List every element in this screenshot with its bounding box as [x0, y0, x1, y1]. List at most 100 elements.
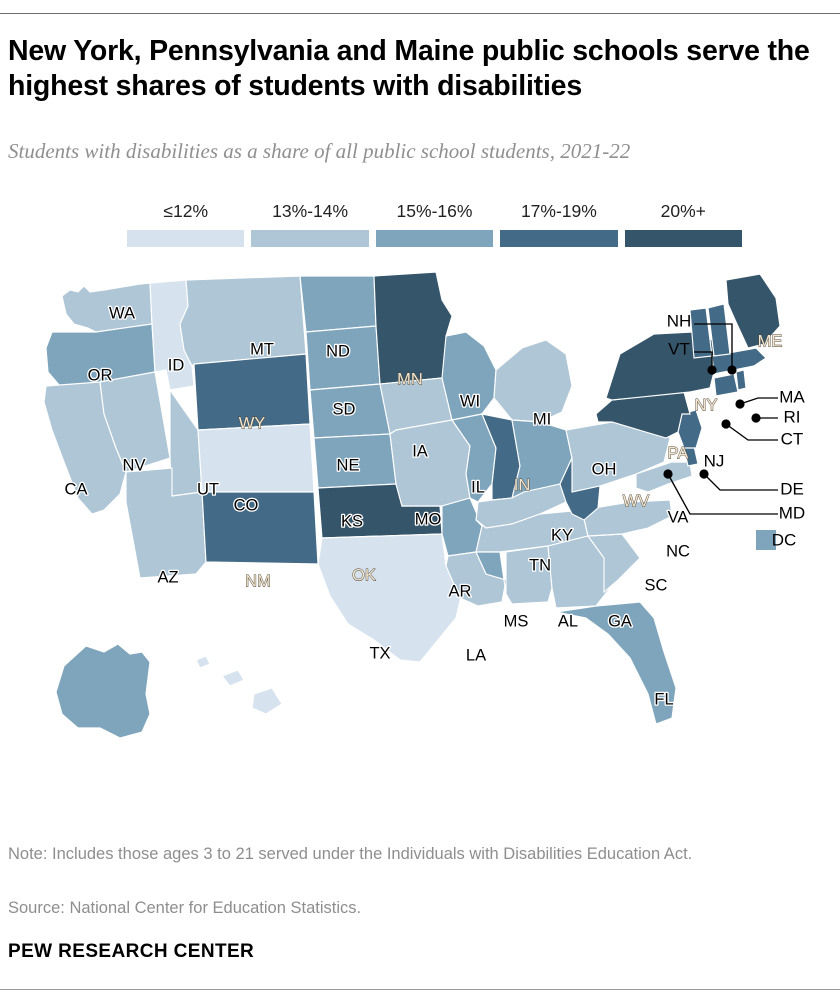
- state-label-ca: CA: [65, 480, 88, 498]
- callout-dot-vt: [707, 365, 717, 375]
- state-label-nd: ND: [326, 342, 350, 360]
- callout-dot-md: [663, 469, 673, 479]
- state-label-or: OR: [88, 366, 113, 384]
- callout-dot-ri: [751, 413, 761, 423]
- state-label-ut: UT: [197, 480, 219, 498]
- state-md[interactable]: [635, 461, 693, 493]
- page-subtitle: Students with disabilities as a share of…: [8, 139, 631, 163]
- state-label-ga: GA: [608, 612, 632, 630]
- state-nh[interactable]: [707, 303, 731, 357]
- state-mo[interactable]: [389, 419, 471, 507]
- legend-item-0: ≤12%: [127, 200, 245, 247]
- bottom-divider: [0, 989, 840, 990]
- source-text: Source: National Center for Education St…: [8, 899, 362, 917]
- legend-swatch: [500, 230, 618, 247]
- dc-legend-swatch: [756, 530, 776, 550]
- state-label-mo: MO: [415, 510, 442, 528]
- legend-label: 13%-14%: [272, 201, 349, 221]
- state-label-ar: AR: [449, 582, 472, 600]
- state-label-nm: NM: [245, 572, 271, 590]
- callout-leader-nh: [694, 323, 733, 370]
- state-label-co: CO: [234, 496, 259, 514]
- page-title: New York, Pennsylvania and Maine public …: [8, 35, 810, 103]
- legend: ≤12% 13%-14% 15%-16% 17%-19% 20%+: [0, 200, 840, 256]
- state-label-tx: TX: [369, 644, 390, 662]
- state-al[interactable]: [505, 545, 553, 605]
- state-label-az: AZ: [157, 568, 178, 586]
- state-label-me: ME: [758, 332, 783, 350]
- state-wv[interactable]: [559, 457, 601, 521]
- us-map-svg: WA OR CA NV ID MT WY UT CO AZ NM ND SD NE KS OK TX MN IA MO…: [43, 271, 805, 739]
- legend-label: 20%+: [660, 201, 706, 221]
- note-text: Note: Includes those ages 3 to 21 served…: [8, 845, 693, 863]
- callout-label-de: DE: [780, 479, 804, 498]
- state-label-mt: MT: [250, 340, 274, 358]
- brand-label: PEW RESEARCH CENTER: [8, 941, 255, 962]
- state-tx[interactable]: [317, 533, 463, 663]
- state-mt[interactable]: [179, 275, 307, 367]
- state-label-ia: IA: [412, 442, 428, 460]
- callout-leader-ma: [739, 397, 778, 405]
- state-label-pa: PA: [668, 444, 689, 462]
- state-label-la: LA: [466, 646, 486, 664]
- state-label-wi: WI: [460, 392, 480, 410]
- choropleth-map: WA OR CA NV ID MT WY UT CO AZ NM ND SD NE KS OK TX MN IA MO…: [0, 262, 840, 832]
- state-label-ny: NY: [695, 396, 718, 414]
- state-label-in: IN: [514, 476, 531, 494]
- callout-dot-ct: [721, 419, 731, 429]
- state-label-sc: SC: [645, 576, 668, 594]
- callout-label-nj: NJ: [704, 451, 725, 470]
- state-mi[interactable]: [493, 339, 573, 423]
- callout-leader-vt: [694, 351, 713, 370]
- state-nd[interactable]: [299, 275, 377, 333]
- state-label-nc: NC: [666, 542, 690, 560]
- state-ct[interactable]: [713, 373, 739, 397]
- state-label-wv: WV: [623, 492, 650, 510]
- state-label-mi: MI: [533, 410, 551, 428]
- callout-label-ma: MA: [779, 387, 805, 406]
- state-label-oh: OH: [592, 460, 617, 478]
- legend-item-4: 20%+: [624, 200, 742, 247]
- state-label-sd: SD: [333, 400, 356, 418]
- state-label-id: ID: [168, 356, 185, 374]
- legend-swatch: [127, 230, 245, 247]
- state-ri[interactable]: [735, 369, 747, 391]
- legend-swatch: [251, 230, 369, 247]
- callout-label-ri: RI: [784, 407, 801, 426]
- legend-item-2: 15%-16%: [375, 200, 494, 247]
- state-label-mn: MN: [397, 370, 423, 388]
- state-label-il: IL: [471, 478, 485, 496]
- state-label-ne: NE: [337, 456, 360, 474]
- dc-legend-label: DC: [772, 530, 797, 549]
- callout-leader-de: [703, 473, 778, 491]
- state-label-wy: WY: [239, 414, 266, 432]
- state-mn[interactable]: [373, 271, 453, 385]
- state-label-wa: WA: [109, 304, 135, 322]
- callout-leader-ct: [725, 423, 778, 441]
- state-hi[interactable]: [195, 655, 283, 715]
- state-label-va: VA: [668, 508, 689, 526]
- legend-item-1: 13%-14%: [251, 200, 369, 247]
- legend-item-3: 17%-19%: [500, 200, 618, 247]
- state-ak[interactable]: [55, 643, 151, 739]
- state-label-ks: KS: [341, 512, 363, 530]
- state-label-ky: KY: [551, 526, 573, 544]
- callout-dot-nh: [727, 365, 737, 375]
- state-label-nv: NV: [123, 456, 146, 474]
- callout-dot-de: [699, 469, 709, 479]
- state-ar[interactable]: [441, 497, 483, 557]
- legend-label: 15%-16%: [396, 201, 473, 221]
- callout-dot-ma: [735, 399, 745, 409]
- state-nm[interactable]: [201, 491, 319, 565]
- state-fl[interactable]: [555, 601, 677, 725]
- state-label-al: AL: [558, 612, 578, 630]
- callout-label-vt: VT: [668, 339, 690, 358]
- state-label-fl: FL: [654, 690, 673, 708]
- state-wa[interactable]: [61, 282, 153, 333]
- state-me[interactable]: [725, 273, 781, 349]
- legend-label: 17%-19%: [520, 201, 597, 221]
- callout-label-md: MD: [779, 503, 805, 522]
- state-nc[interactable]: [581, 499, 673, 537]
- state-label-ms: MS: [504, 612, 529, 630]
- legend-swatch: [624, 230, 742, 247]
